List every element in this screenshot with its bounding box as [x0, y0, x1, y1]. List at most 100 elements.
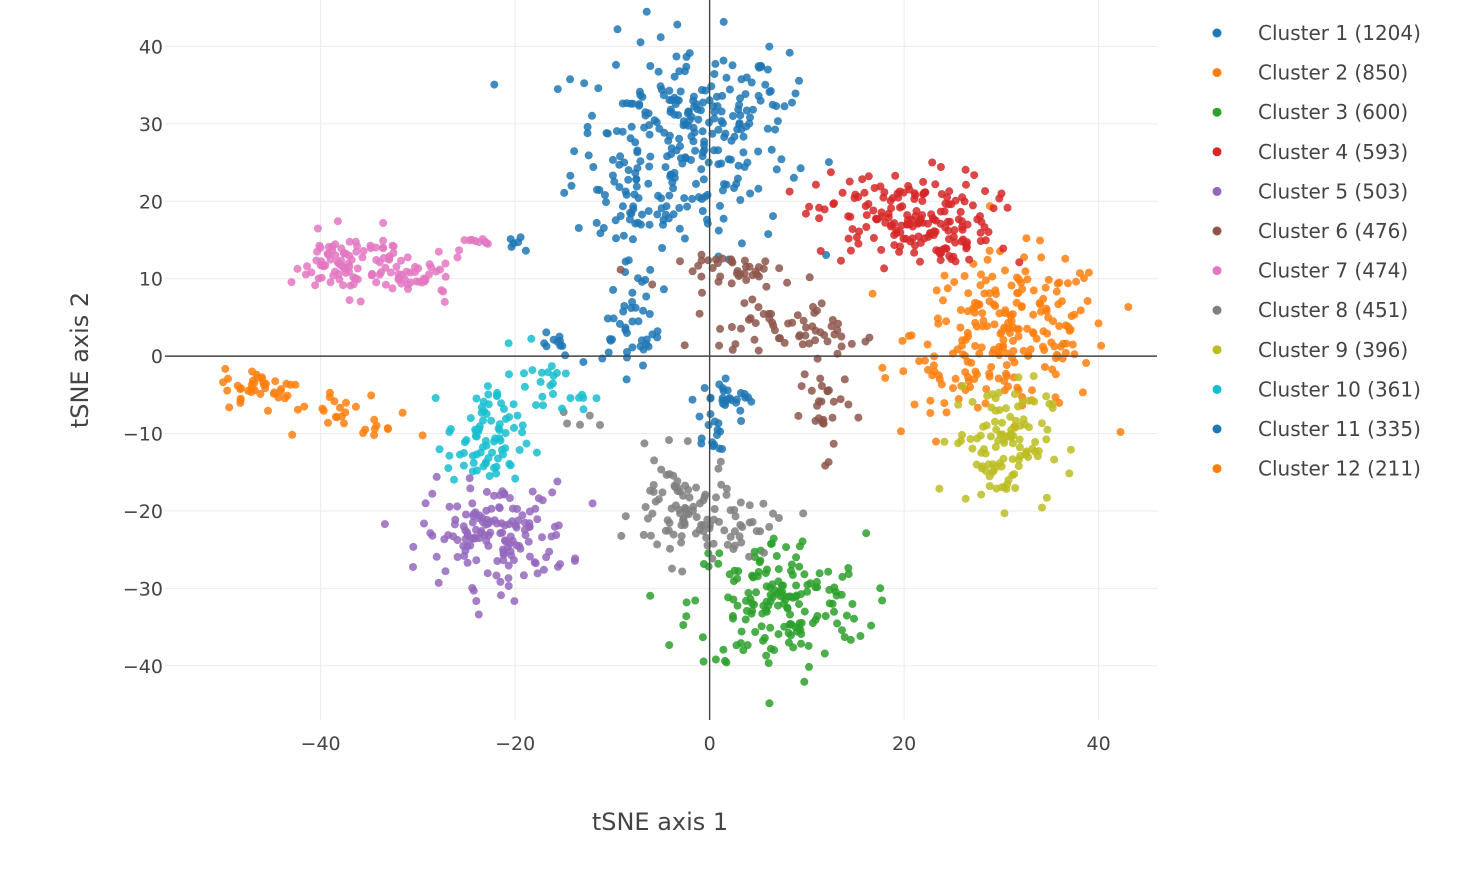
data-point: [699, 657, 708, 666]
data-point: [848, 225, 857, 234]
data-point: [754, 62, 763, 71]
data-point: [1015, 443, 1024, 452]
data-point: [699, 496, 708, 505]
data-point: [740, 256, 749, 265]
data-point: [293, 405, 302, 414]
data-point: [1014, 373, 1023, 382]
data-point: [1032, 334, 1041, 343]
data-point: [941, 199, 950, 208]
data-point: [512, 523, 521, 532]
data-point: [1029, 286, 1038, 295]
data-point: [528, 487, 537, 496]
data-point: [579, 405, 588, 414]
data-point: [694, 115, 703, 124]
data-point: [661, 163, 670, 172]
data-point: [352, 247, 361, 256]
data-point: [770, 326, 779, 335]
data-point: [800, 570, 809, 579]
data-point: [553, 85, 562, 94]
data-point: [789, 173, 798, 182]
data-point: [977, 490, 986, 499]
data-point: [636, 220, 645, 229]
data-point: [381, 263, 390, 272]
data-point: [1038, 503, 1046, 512]
data-point: [718, 384, 727, 393]
data-point: [1043, 425, 1052, 434]
data-point: [720, 180, 728, 189]
data-point: [1050, 455, 1059, 464]
data-point: [667, 144, 676, 153]
data-point: [504, 574, 513, 583]
data-point: [370, 415, 379, 424]
data-point: [264, 406, 272, 415]
data-point: [379, 236, 388, 245]
data-point: [462, 510, 470, 519]
data-point: [505, 413, 514, 422]
data-point: [616, 152, 625, 161]
data-point: [697, 434, 706, 443]
data-point: [561, 351, 570, 360]
data-point: [729, 614, 737, 623]
data-point: [688, 267, 697, 276]
data-point: [739, 148, 748, 157]
data-point: [642, 340, 651, 349]
data-point: [1000, 438, 1009, 447]
data-point: [445, 428, 454, 436]
data-point: [644, 109, 653, 118]
data-point: [999, 342, 1008, 351]
data-point: [669, 471, 678, 480]
data-point: [636, 38, 645, 47]
data-point: [765, 699, 774, 708]
data-point: [926, 409, 935, 417]
data-point: [784, 638, 793, 647]
data-point: [538, 392, 547, 401]
data-point: [745, 552, 754, 561]
data-point: [854, 193, 863, 201]
data-point: [504, 561, 513, 570]
data-point: [973, 403, 982, 412]
data-point: [628, 235, 637, 244]
data-point: [468, 499, 477, 508]
data-point: [816, 374, 825, 383]
data-point: [700, 137, 709, 146]
data-point: [601, 191, 609, 199]
data-point: [465, 474, 474, 483]
data-point: [624, 256, 633, 265]
data-point: [499, 550, 508, 559]
data-point: [766, 644, 775, 653]
legend-marker: [1212, 226, 1222, 236]
data-point: [623, 348, 631, 356]
data-point: [862, 211, 871, 220]
data-point: [692, 513, 701, 522]
data-point: [528, 366, 537, 375]
data-point: [340, 419, 348, 428]
legend-item: Cluster 12 (211): [1212, 457, 1421, 481]
data-point: [928, 158, 937, 167]
data-point: [676, 257, 684, 266]
data-point: [798, 340, 807, 349]
data-point: [680, 518, 689, 527]
data-point: [761, 257, 770, 266]
data-point: [527, 334, 536, 343]
data-point: [780, 102, 789, 111]
data-point: [958, 382, 967, 391]
data-point: [800, 370, 809, 379]
data-point: [808, 619, 817, 628]
data-point: [766, 590, 775, 599]
data-point: [740, 390, 749, 398]
data-point: [739, 646, 748, 655]
data-point: [287, 278, 296, 287]
data-point: [805, 273, 814, 282]
data-point: [950, 226, 959, 235]
data-point: [985, 246, 994, 255]
data-point: [481, 437, 490, 445]
data-point: [802, 323, 810, 332]
data-point: [878, 596, 887, 605]
data-point: [977, 217, 986, 226]
y-tick-label: −40: [123, 656, 163, 678]
data-point: [592, 394, 601, 403]
data-point: [520, 382, 529, 391]
data-point: [718, 119, 727, 128]
data-point: [899, 367, 908, 376]
data-point: [483, 382, 492, 391]
